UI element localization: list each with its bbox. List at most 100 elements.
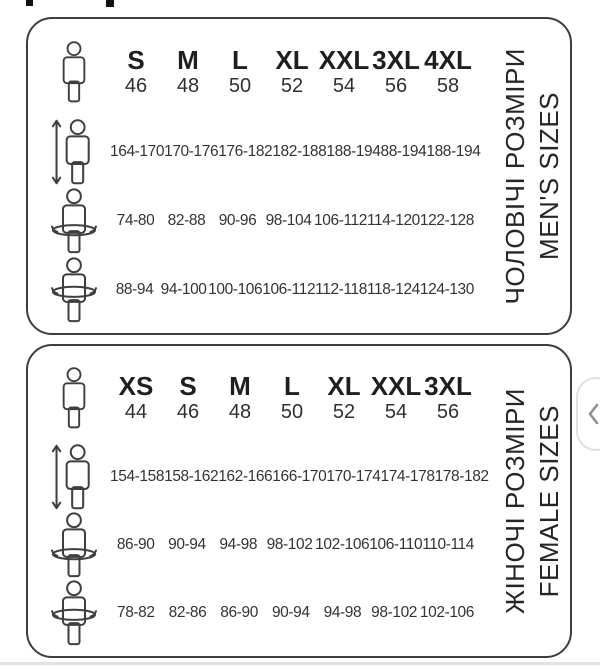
size-label: XL bbox=[327, 371, 361, 402]
measurement-value: 166-170 bbox=[272, 468, 327, 486]
size-label: M bbox=[177, 45, 199, 76]
size-table-card-men: S 46 M 48 L 50 XL 52 XXL 54 3XL 56 4XL 58 164-170 170-… bbox=[26, 17, 572, 335]
measurement-value: 106-112 bbox=[262, 280, 316, 298]
size-number: 48 bbox=[228, 401, 252, 424]
measurement-value: 74-80 bbox=[116, 211, 155, 229]
carousel-prev-button[interactable] bbox=[576, 377, 600, 451]
size-column-header: S 46 bbox=[110, 47, 162, 96]
size-number: 54 bbox=[332, 75, 356, 98]
measurement-value: 164-170 bbox=[110, 142, 165, 160]
measurement-value: 86-90 bbox=[220, 604, 258, 622]
size-number: 46 bbox=[124, 75, 148, 98]
size-column-header: M 48 bbox=[214, 373, 266, 422]
size-column-header: 3XL 56 bbox=[370, 47, 422, 96]
size-label: 4XL bbox=[424, 45, 472, 76]
size-number: 50 bbox=[280, 401, 304, 424]
size-column-header: XL 52 bbox=[266, 47, 318, 96]
measurement-value: 102-106 bbox=[315, 536, 370, 554]
size-label: XL bbox=[275, 45, 309, 76]
measurement-value: 158-162 bbox=[164, 468, 219, 486]
size-table-card-female: XS 44 S 46 M 48 L 50 XL 52 XXL 54 3XL 56 154-158 158-1… bbox=[26, 344, 572, 658]
measurement-value: 106-110 bbox=[369, 536, 423, 554]
measurement-value: 182-188 bbox=[272, 142, 327, 160]
title-ukrainian: ЧОЛОВІЧІ РОЗМІРИ bbox=[499, 47, 530, 305]
measurement-value: 170-174 bbox=[326, 468, 381, 486]
table-title-vertical: ЖІНОЧІ РОЗМІРИ FEMALE SIZES bbox=[477, 346, 565, 656]
size-label: L bbox=[284, 371, 300, 402]
size-column-header: L 50 bbox=[266, 373, 318, 422]
measurement-value: 94-98 bbox=[219, 536, 258, 554]
waist-girth-row: 74-80 82-88 90-96 98-104 106-112 114-120 122-1… bbox=[38, 186, 474, 255]
size-number: 46 bbox=[176, 401, 200, 424]
size-number: 56 bbox=[436, 401, 460, 424]
title-ukrainian: ЖІНОЧІ РОЗМІРИ bbox=[499, 387, 530, 615]
size-number: 52 bbox=[280, 75, 304, 98]
measurement-value: 86-90 bbox=[116, 536, 155, 554]
title-english: FEMALE SIZES bbox=[533, 404, 564, 598]
size-number: 44 bbox=[124, 401, 148, 424]
measurement-value: 106-112 bbox=[314, 211, 367, 229]
measurement-value: 188-194 bbox=[426, 142, 481, 160]
measurement-value: 78-82 bbox=[116, 604, 155, 622]
hip-girth-row: 78-82 82-86 86-90 90-94 94-98 98-102 102-106 bbox=[38, 579, 474, 647]
measurement-value: 90-94 bbox=[168, 536, 206, 554]
size-label: S bbox=[127, 45, 145, 76]
size-header-row: XS 44 S 46 M 48 L 50 XL 52 XXL 54 3XL 56 bbox=[38, 353, 474, 443]
size-label: S bbox=[179, 371, 197, 402]
hip-girth-icon bbox=[38, 580, 110, 646]
person-icon bbox=[38, 366, 110, 430]
bottom-divider bbox=[0, 662, 600, 665]
size-label: M bbox=[229, 371, 251, 402]
size-table-female: XS 44 S 46 M 48 L 50 XL 52 XXL 54 3XL 56 154-158 158-1… bbox=[38, 353, 489, 647]
size-label: 3XL bbox=[424, 371, 472, 402]
size-column-header: XL 52 bbox=[318, 373, 370, 422]
height-row: 164-170 170-176 176-182 182-188 188-194 88-19… bbox=[38, 117, 481, 186]
size-number: 58 bbox=[436, 75, 460, 98]
measurement-value: 174-178 bbox=[380, 468, 435, 486]
size-number: 52 bbox=[332, 401, 356, 424]
measurement-value: 162-166 bbox=[218, 468, 273, 486]
measurement-value: 114-120 bbox=[366, 211, 420, 229]
size-number: 50 bbox=[228, 75, 252, 98]
measurement-value: 82-86 bbox=[168, 604, 207, 622]
size-label: L bbox=[232, 45, 248, 76]
title-english: MEN'S SIZES bbox=[533, 92, 564, 260]
table-title-vertical: ЧОЛОВІЧІ РОЗМІРИ MEN'S SIZES bbox=[477, 19, 565, 333]
size-label: XXL bbox=[318, 45, 370, 76]
size-header-row: S 46 M 48 L 50 XL 52 XXL 54 3XL 56 4XL 58 bbox=[38, 26, 474, 117]
waist-girth-icon bbox=[38, 512, 110, 578]
measurement-value: 178-182 bbox=[434, 468, 489, 486]
height-icon bbox=[38, 118, 110, 186]
measurement-value: 90-96 bbox=[218, 211, 257, 229]
measurement-value: 170-176 bbox=[164, 142, 219, 160]
measurement-value: 98-102 bbox=[266, 536, 313, 554]
waist-girth-icon bbox=[38, 187, 110, 254]
size-column-header: XXL 54 bbox=[370, 373, 422, 422]
size-column-header: S 46 bbox=[162, 373, 214, 422]
measurement-value: 122-128 bbox=[419, 211, 474, 229]
measurement-value: 188-194 bbox=[326, 142, 381, 160]
size-column-header: XXL 54 bbox=[318, 47, 370, 96]
measurement-value: 110-114 bbox=[422, 536, 474, 554]
chevron-left-icon bbox=[588, 403, 599, 425]
measurement-value: 124-130 bbox=[419, 280, 474, 298]
measurement-value: 94-98 bbox=[323, 604, 362, 622]
hip-girth-row: 88-94 94-100 100-106 106-112 112-118 118-124 1… bbox=[38, 255, 474, 324]
measurement-value: 118-124 bbox=[366, 280, 420, 298]
waist-girth-row: 86-90 90-94 94-98 98-102 102-106 106-110 110-1… bbox=[38, 511, 474, 579]
cropped-text-mark bbox=[106, 0, 114, 7]
measurement-value: 88-194 bbox=[380, 142, 427, 160]
measurement-value: 88-94 bbox=[115, 280, 154, 298]
size-number: 54 bbox=[384, 401, 408, 424]
size-label: 3XL bbox=[372, 45, 420, 76]
size-label: XXL bbox=[370, 371, 422, 402]
measurement-value: 176-182 bbox=[218, 142, 273, 160]
height-icon bbox=[38, 443, 110, 511]
person-icon bbox=[38, 40, 110, 104]
cropped-text-mark bbox=[26, 0, 33, 6]
size-label: XS bbox=[118, 371, 154, 402]
measurement-value: 90-94 bbox=[271, 604, 310, 622]
size-column-header: L 50 bbox=[214, 47, 266, 96]
height-row: 154-158 158-162 162-166 166-170 170-174 174-1… bbox=[38, 443, 489, 511]
size-table-men: S 46 M 48 L 50 XL 52 XXL 54 3XL 56 4XL 58 164-170 170-… bbox=[38, 26, 481, 324]
